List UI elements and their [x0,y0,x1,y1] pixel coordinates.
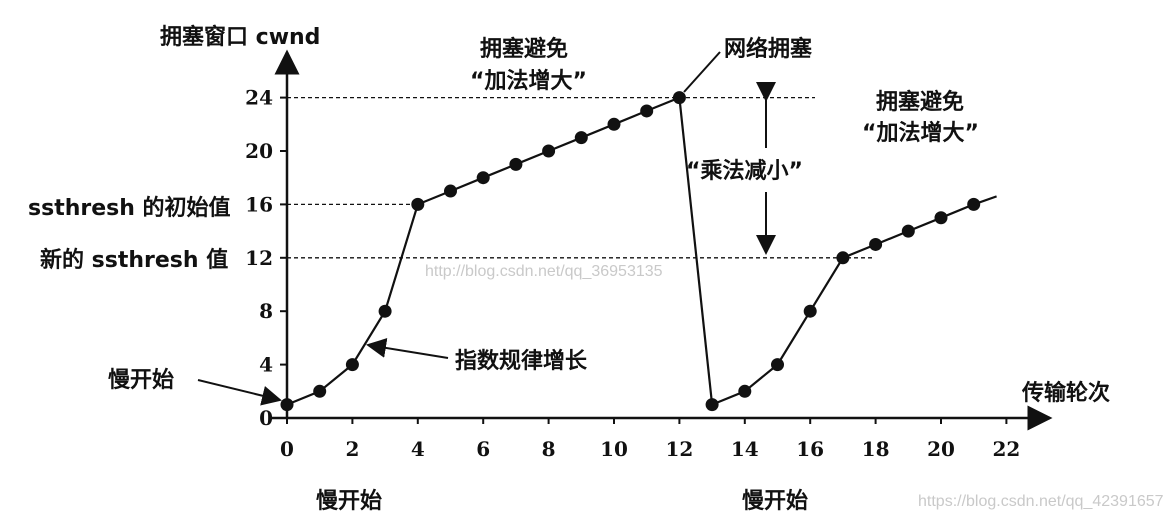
multiplicative-decrease-drop [678,97,714,405]
data-point-s1-6 [476,171,490,185]
data-point-s1-1 [313,384,327,398]
data-point-s1-11 [640,104,654,118]
data-point-s1-0 [280,398,294,412]
ssthresh-initial-label: ssthresh 的初始值 [28,195,231,221]
ca2-line1: 拥塞避免 [876,89,964,115]
multiplicative-decrease-label: “乘法减小” [686,158,803,184]
ca1-line1: 拥塞避免 [480,36,568,62]
y-axis-label: 拥塞窗口 cwnd [160,24,320,50]
congestion-label: 网络拥塞 [724,36,813,62]
exponential-growth-label: 指数规律增长 [455,348,588,374]
x-tick-label-18: 18 [862,437,890,461]
congestion-pointer [683,51,721,93]
data-point-s2-17 [836,251,850,265]
watermark-bottom: https://blog.csdn.net/qq_42391657 [918,493,1164,510]
data-point-s1-9 [574,131,588,145]
y-tick-label-20: 20 [245,139,273,163]
y-tick-label-8: 8 [259,299,273,323]
ca2-line2: “加法增大” [862,120,979,146]
x-axis-label: 传输轮次 [1021,380,1110,406]
x-tick-label-22: 22 [992,437,1020,461]
slow-start-label-1: 慢开始 [316,488,382,514]
x-tick-label-0: 0 [280,437,294,461]
slow-start-left-arrow [197,379,282,406]
x-tick-label-4: 4 [411,437,425,461]
data-point-s2-19 [901,224,915,238]
data-point-s1-2 [345,358,359,372]
y-tick-label-16: 16 [245,192,273,216]
data-point-s1-4 [411,197,425,211]
x-tick-label-12: 12 [665,437,693,461]
x-tick-label-20: 20 [927,437,955,461]
ca1-line2: “加法增大” [470,68,587,94]
series-layer [280,91,997,412]
x-tick-label-10: 10 [600,437,628,461]
watermark-center: http://blog.csdn.net/qq_36953135 [425,263,663,280]
y-tick-label-0: 0 [259,406,273,430]
x-tick-label-8: 8 [542,437,556,461]
x-tick-label-14: 14 [731,437,759,461]
data-point-s2-20 [934,211,948,225]
data-point-s1-8 [542,144,556,158]
series-line-2 [711,203,975,406]
slow-start-label-2: 慢开始 [742,488,808,514]
x-tick-label-2: 2 [345,437,359,461]
data-point-s2-16 [803,304,817,318]
data-point-s2-18 [869,237,883,251]
data-point-s1-5 [444,184,457,198]
y-tick-label-4: 4 [259,353,273,377]
y-tick-label-12: 12 [245,246,273,270]
series-2-tail [973,195,997,206]
y-tick-label-24: 24 [245,86,273,110]
x-tick-label-6: 6 [476,437,490,461]
data-point-s1-7 [509,157,523,171]
data-point-s1-3 [378,304,392,318]
slow-start-left-label: 慢开始 [108,367,174,393]
ssthresh-new-label: 新的 ssthresh 值 [40,247,228,273]
data-point-s2-14 [738,384,752,398]
data-point-s2-15 [771,358,784,372]
exponential-growth-arrow [366,338,449,359]
axes [269,49,1053,431]
data-point-s1-10 [607,117,621,131]
x-tick-label-16: 16 [796,437,824,461]
reference-lines [287,96,875,259]
